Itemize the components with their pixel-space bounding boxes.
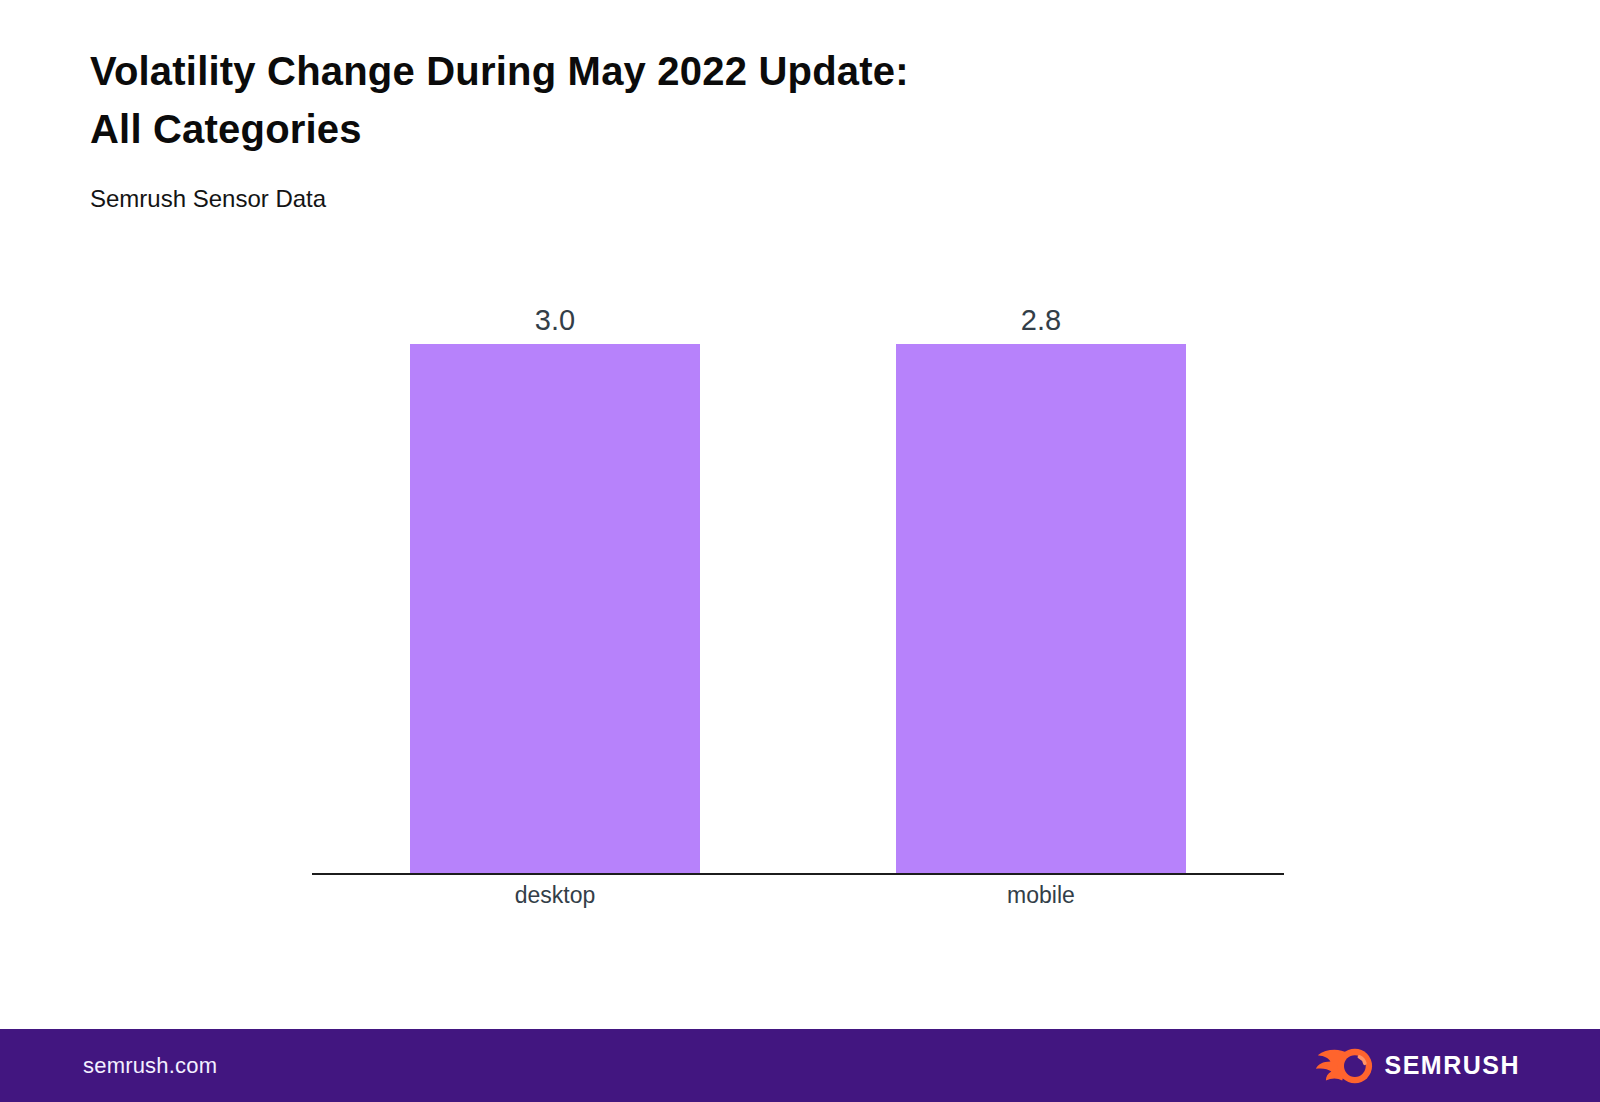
semrush-comet-icon (1315, 1046, 1373, 1086)
bar-group-mobile: 2.8 mobile (896, 306, 1186, 873)
semrush-logo-text: SEMRUSH (1384, 1051, 1520, 1080)
bar-mobile (896, 344, 1186, 873)
chart-header: Volatility Change During May 2022 Update… (90, 42, 909, 213)
footer-bar: semrush.com SEMRUSH (0, 1029, 1600, 1102)
chart-subtitle: Semrush Sensor Data (90, 185, 909, 213)
chart-title-line-1: Volatility Change During May 2022 Update… (90, 49, 909, 93)
footer-site-url: semrush.com (83, 1053, 217, 1079)
chart-title: Volatility Change During May 2022 Update… (90, 42, 909, 158)
infographic-canvas: Volatility Change During May 2022 Update… (0, 0, 1600, 1102)
x-axis-label-desktop: desktop (410, 882, 700, 909)
bar-value-label-desktop: 3.0 (535, 306, 575, 335)
bar-column-mobile: 2.8 (896, 306, 1186, 873)
bar-chart-plot-area: 3.0 desktop 2.8 mobile (312, 306, 1284, 873)
bar-desktop (410, 344, 700, 873)
bar-value-label-mobile: 2.8 (1021, 306, 1061, 335)
x-axis-label-mobile: mobile (896, 882, 1186, 909)
chart-title-line-2: All Categories (90, 107, 362, 151)
bar-column-desktop: 3.0 (410, 306, 700, 873)
bar-group-desktop: 3.0 desktop (410, 306, 700, 873)
semrush-logo: SEMRUSH (1315, 1046, 1520, 1086)
x-axis-line (312, 873, 1284, 875)
